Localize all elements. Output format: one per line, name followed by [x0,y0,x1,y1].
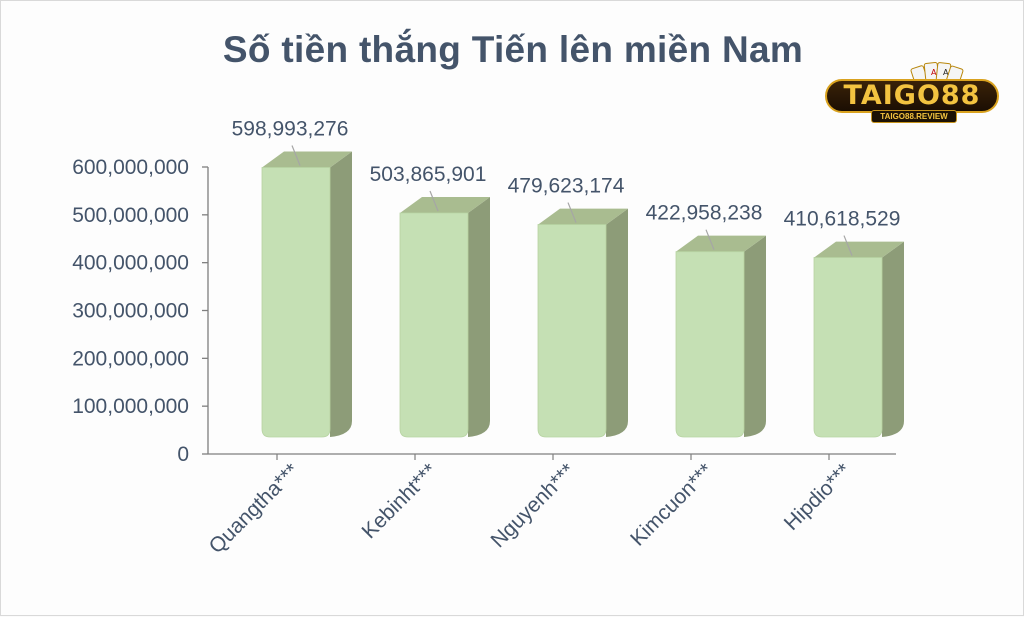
data-label: 503,865,901 [370,163,487,186]
y-tick-label: 400,000,000 [72,252,189,275]
bar [537,208,628,438]
bar-front [261,167,331,438]
bar [261,151,352,438]
logo-text: TAIGO88 [825,79,999,113]
y-tick-label: 500,000,000 [72,204,189,227]
bar-front [399,212,469,438]
bar-top [538,208,628,225]
bar-side [744,235,766,437]
y-tick-label: 300,000,000 [72,300,189,323]
bar-side [882,241,904,437]
bar-side [330,151,352,437]
y-tick-label: 100,000,000 [72,395,189,418]
bar-top [262,151,352,168]
label-leader [429,190,439,212]
bar-top [814,241,904,258]
label-leader [843,235,853,256]
data-label: 422,958,238 [646,202,763,225]
bar-front [813,257,883,438]
bar-top [676,235,766,252]
brand-logo: A A TAIGO88 TAIGO88.REVIEW [825,61,999,123]
label-leader [291,145,301,166]
bar [675,235,766,438]
bar-top [400,196,490,213]
data-label: 410,618,529 [784,208,901,231]
label-leader [705,229,715,250]
data-label: 598,993,276 [232,117,349,140]
chart-title: Số tiền thắng Tiến lên miền Nam [222,29,804,70]
bar [813,241,904,438]
y-tick-label: 600,000,000 [72,156,189,179]
y-tick-label: 200,000,000 [72,347,189,370]
data-labels: 598,993,276 503,865,901 479,623,174 422,958… [232,117,901,256]
x-tick-label: Hipdio*** [780,459,856,535]
bar-front [537,224,607,438]
axes [202,166,896,460]
y-tick-label: 0 [177,443,189,466]
svg-text:A: A [943,68,949,77]
svg-text:A: A [931,68,937,77]
x-tick-label: Nguyenh*** [486,459,579,552]
bar-front [675,251,745,438]
bar-side [606,208,628,437]
bar-side [468,196,490,437]
x-tick-label: Quangtha*** [205,459,304,558]
logo-subtext: TAIGO88.REVIEW [871,110,957,123]
x-tick-label: Kebinht*** [358,459,442,543]
bar [399,196,490,438]
data-label: 479,623,174 [508,175,625,198]
label-leader [567,202,577,223]
bars [261,151,904,438]
x-tick-label: Kimcuon*** [626,459,717,550]
